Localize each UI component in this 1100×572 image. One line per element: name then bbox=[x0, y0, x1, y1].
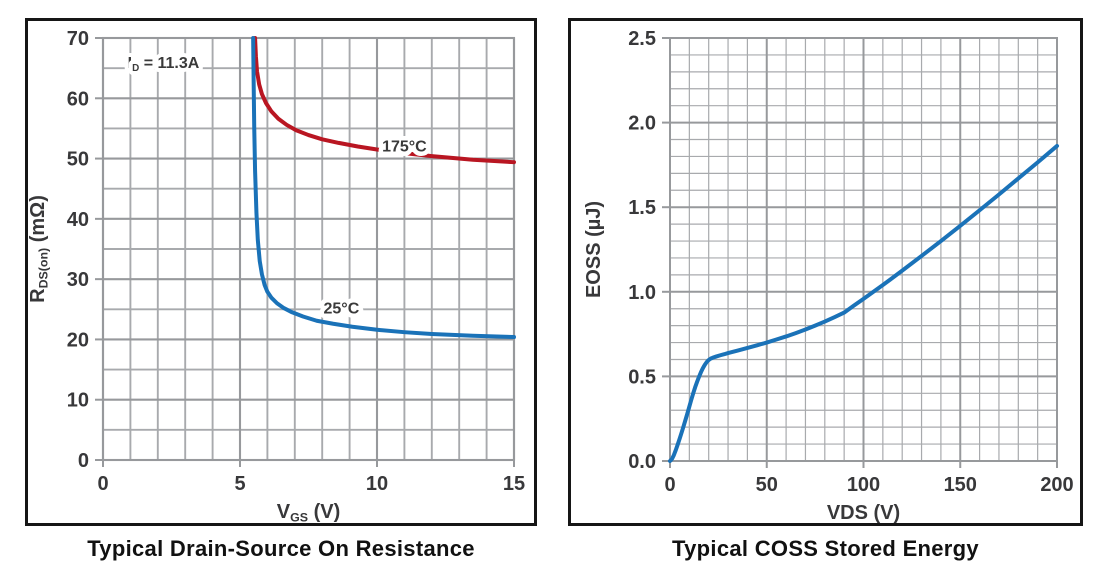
x-tick-label: 50 bbox=[756, 474, 778, 496]
y-tick-label: 20 bbox=[67, 329, 89, 351]
x-tick-label: 0 bbox=[97, 473, 108, 495]
series-label-0: 175°C bbox=[382, 138, 427, 155]
x-tick-label: 150 bbox=[944, 474, 977, 496]
y-tick-label: 2.0 bbox=[628, 113, 656, 135]
y-axis-label: EOSS (µJ) bbox=[583, 201, 605, 298]
x-axis-label: VDS (V) bbox=[827, 502, 900, 523]
grid-minor bbox=[103, 38, 514, 460]
rdson-chart-svg: 0 5 10 15 0 10 20 30 40 50 60 70 VGS (V) RDS(on) (mΩ)… bbox=[28, 28, 525, 523]
y-axis-label: RDS(on) (mΩ) bbox=[28, 195, 51, 303]
plot-frame bbox=[101, 36, 516, 462]
annotation-0: ID = 11.3A bbox=[128, 55, 200, 74]
x-tick-label: 100 bbox=[847, 474, 880, 496]
eoss-chart-caption: Typical COSS Stored Energy bbox=[672, 536, 979, 561]
axis-ticks bbox=[95, 37, 515, 467]
rdson-chart-panel: 0 5 10 15 0 10 20 30 40 50 60 70 VGS (V) RDS(on) (mΩ)… bbox=[25, 18, 537, 526]
x-tick-label: 10 bbox=[366, 473, 388, 495]
y-tick-label: 40 bbox=[67, 209, 89, 231]
x-tick-label: 200 bbox=[1040, 474, 1073, 496]
x-tick-label: 0 bbox=[664, 474, 675, 496]
y-tick-label: 10 bbox=[67, 390, 89, 412]
y-tick-label: 60 bbox=[67, 88, 89, 110]
y-tick-label: 2.5 bbox=[628, 28, 656, 50]
series-label-1: 25°C bbox=[324, 301, 360, 318]
x-tick-label: 5 bbox=[234, 473, 245, 495]
y-tick-label: 70 bbox=[67, 28, 89, 50]
y-tick-label: 50 bbox=[67, 149, 89, 171]
x-axis-label: VGS (V) bbox=[277, 501, 340, 523]
y-tick-label: 1.0 bbox=[628, 282, 656, 304]
y-tick-label: 0 bbox=[78, 450, 89, 472]
y-tick-label: 30 bbox=[67, 269, 89, 291]
eoss-chart-panel: 0 50 100 150 200 0.0 0.5 1.0 1.5 2.0 2.5 VDS (V) EOS… bbox=[568, 18, 1083, 526]
tick-labels: 0 50 100 150 200 0.0 0.5 1.0 1.5 2.0 2.5 bbox=[628, 28, 1074, 496]
axis-ticks bbox=[662, 37, 1058, 468]
series-curve-0 bbox=[253, 36, 516, 165]
y-tick-label: 0.5 bbox=[628, 366, 656, 388]
x-tick-label: 15 bbox=[503, 473, 525, 495]
series-curve-0 bbox=[668, 143, 1059, 463]
series-curve-1 bbox=[251, 36, 516, 340]
y-tick-label: 1.5 bbox=[628, 197, 656, 219]
rdson-chart-caption: Typical Drain-Source On Resistance bbox=[87, 536, 475, 561]
y-tick-label: 0.0 bbox=[628, 451, 656, 473]
eoss-chart-svg: 0 50 100 150 200 0.0 0.5 1.0 1.5 2.0 2.5 VDS (V) EOS… bbox=[583, 28, 1074, 523]
tick-labels: 0 5 10 15 0 10 20 30 40 50 60 70 bbox=[67, 28, 525, 495]
